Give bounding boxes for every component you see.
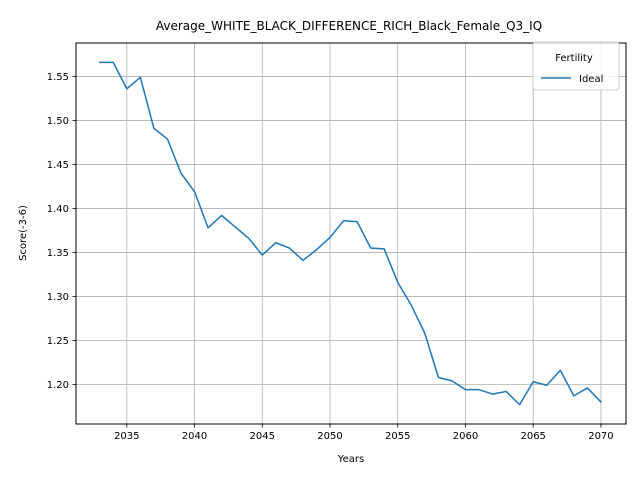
data-point <box>139 76 142 79</box>
data-point <box>356 220 359 223</box>
x-tick-label: 2050 <box>317 431 342 442</box>
data-point <box>532 380 535 383</box>
x-tick-label: 2060 <box>453 431 478 442</box>
data-point <box>152 127 155 130</box>
y-tick-label: 1.20 <box>47 380 69 391</box>
legend-label-ideal: Ideal <box>579 74 603 85</box>
data-point <box>166 137 169 140</box>
data-point <box>491 393 494 396</box>
data-point <box>586 386 589 389</box>
data-point <box>342 219 345 222</box>
chart-title: Average_WHITE_BLACK_DIFFERENCE_RICH_Blac… <box>156 19 542 33</box>
data-point <box>478 388 481 391</box>
data-point <box>383 247 386 250</box>
x-axis-label: Years <box>337 454 364 465</box>
data-point <box>207 226 210 229</box>
data-point <box>261 254 264 257</box>
data-point <box>559 369 562 372</box>
legend-box <box>532 41 620 91</box>
data-point <box>329 236 332 239</box>
data-point <box>274 241 277 244</box>
data-point <box>518 403 521 406</box>
data-point <box>396 281 399 284</box>
y-axis-ticks: 1.20 1.25 1.30 1.35 1.40 1.45 1.50 1.55 <box>47 72 76 391</box>
data-point <box>98 61 101 64</box>
data-point <box>545 384 548 387</box>
x-tick-label: 2035 <box>114 431 139 442</box>
grid <box>76 43 626 424</box>
series-line-ideal <box>98 61 603 406</box>
y-tick-label: 1.35 <box>47 248 69 259</box>
x-tick-label: 2055 <box>385 431 410 442</box>
legend-title: Fertility <box>555 53 593 64</box>
y-axis-label: Score(-3-6) <box>18 205 29 261</box>
data-point <box>464 388 467 391</box>
y-tick-label: 1.55 <box>47 72 69 83</box>
y-tick-label: 1.40 <box>47 204 69 215</box>
data-point <box>193 190 196 193</box>
data-point <box>423 332 426 335</box>
legend: Fertility Ideal <box>532 41 620 91</box>
x-tick-label: 2070 <box>588 431 613 442</box>
data-point <box>125 87 128 90</box>
data-point <box>315 248 318 251</box>
data-point <box>247 237 250 240</box>
data-point <box>288 247 291 250</box>
data-point <box>450 379 453 382</box>
x-tick-label: 2065 <box>520 431 545 442</box>
y-tick-label: 1.45 <box>47 160 69 171</box>
data-point <box>505 390 508 393</box>
plot-area-frame <box>75 42 627 425</box>
data-point <box>437 376 440 379</box>
x-tick-label: 2045 <box>250 431 275 442</box>
y-tick-label: 1.50 <box>47 116 69 127</box>
series-layer <box>98 61 603 406</box>
data-point <box>410 304 413 307</box>
x-axis-ticks: 2035 2040 2045 2050 2055 2060 2065 2070 <box>114 424 614 442</box>
data-point <box>220 214 223 217</box>
y-tick-label: 1.25 <box>47 336 69 347</box>
data-point <box>599 401 602 404</box>
x-tick-label: 2040 <box>182 431 207 442</box>
data-point <box>301 259 304 262</box>
y-tick-label: 1.30 <box>47 292 69 303</box>
data-point <box>179 172 182 175</box>
data-point <box>572 394 575 397</box>
data-point <box>234 225 237 228</box>
data-point <box>369 247 372 250</box>
data-point <box>112 61 115 64</box>
